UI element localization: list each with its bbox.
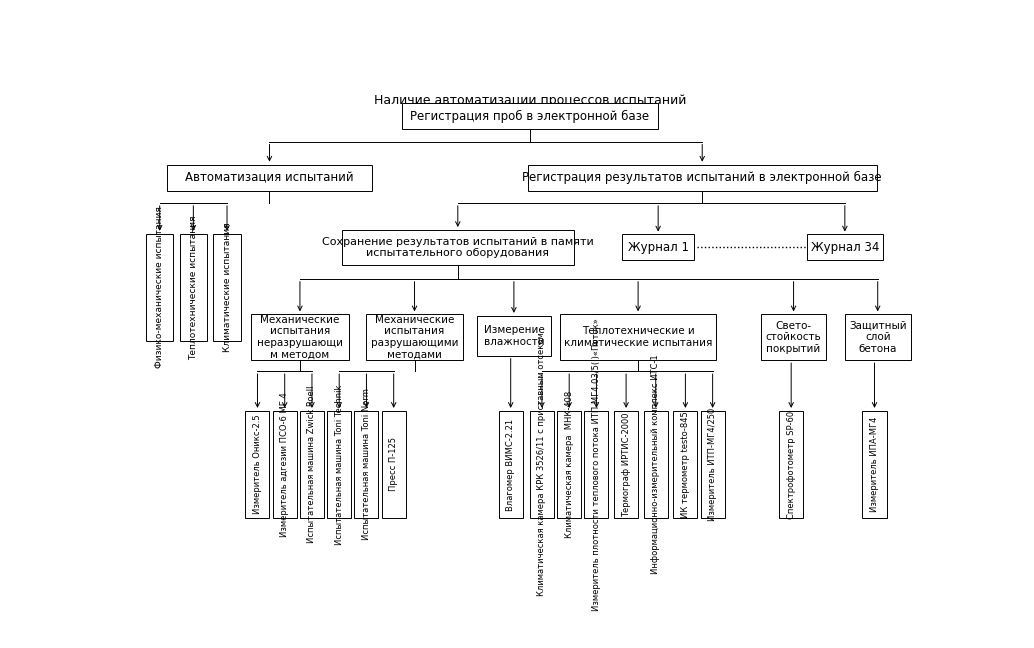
FancyBboxPatch shape <box>845 314 911 360</box>
Text: Климатическая камера  МНК-408: Климатическая камера МНК-408 <box>565 391 574 538</box>
Text: Журнал 34: Журнал 34 <box>811 241 879 254</box>
Text: Информационно-измерительный комплекс ИТС-1: Информационно-измерительный комплекс ИТС… <box>651 354 661 574</box>
FancyBboxPatch shape <box>761 314 826 360</box>
Text: Измеритель Оникс-2.5: Измеритель Оникс-2.5 <box>253 415 262 515</box>
Text: Пресс П-125: Пресс П-125 <box>389 437 398 491</box>
FancyBboxPatch shape <box>327 411 352 518</box>
FancyBboxPatch shape <box>557 411 581 518</box>
Text: Регистрация проб в электронной базе: Регистрация проб в электронной базе <box>410 110 649 122</box>
FancyBboxPatch shape <box>168 165 371 191</box>
Text: Климатические испытания: Климатические испытания <box>222 222 232 352</box>
FancyBboxPatch shape <box>644 411 668 518</box>
Text: Измеритель адгезии ПСО-6 МГ 4: Измеритель адгезии ПСО-6 МГ 4 <box>280 392 290 537</box>
Text: Наличие автоматизации процессов испытаний: Наличие автоматизации процессов испытани… <box>373 94 687 107</box>
Text: Спектрофотометр SP-60: Спектрофотометр SP-60 <box>787 410 796 518</box>
Text: Испытательная машина Zwick Roell: Испытательная машина Zwick Roell <box>307 386 316 543</box>
Text: Сохранение результатов испытаний в памяти
испытательного оборудования: Сохранение результатов испытаний в памят… <box>322 237 594 258</box>
FancyBboxPatch shape <box>477 316 551 356</box>
Text: Регистрация результатов испытаний в электронной базе: Регистрация результатов испытаний в элек… <box>522 171 882 184</box>
Text: Измеритель плотности теплового потока ИТП МГ4.03/5(I)«Поток»: Измеритель плотности теплового потока ИТ… <box>591 318 601 611</box>
Text: Физико-механические испытания: Физико-механические испытания <box>155 206 164 368</box>
FancyBboxPatch shape <box>560 314 717 360</box>
Text: Термограф ИРТИС-2000: Термограф ИРТИС-2000 <box>621 412 631 516</box>
FancyBboxPatch shape <box>366 314 463 360</box>
FancyBboxPatch shape <box>780 411 803 518</box>
FancyBboxPatch shape <box>584 411 608 518</box>
FancyBboxPatch shape <box>180 234 207 341</box>
Text: Влагомер ВИМС-2.21: Влагомер ВИМС-2.21 <box>507 419 515 511</box>
Text: Испытательная машина Toni Norm: Испытательная машина Toni Norm <box>362 389 371 540</box>
Text: Механические
испытания
разрушающими
методами: Механические испытания разрушающими мето… <box>371 315 458 360</box>
Text: Автоматизация испытаний: Автоматизация испытаний <box>185 171 354 184</box>
Text: Измерение
влажности: Измерение влажности <box>484 325 544 347</box>
FancyBboxPatch shape <box>273 411 297 518</box>
FancyBboxPatch shape <box>498 411 523 518</box>
FancyBboxPatch shape <box>529 411 554 518</box>
FancyBboxPatch shape <box>300 411 324 518</box>
FancyBboxPatch shape <box>528 165 877 191</box>
FancyBboxPatch shape <box>245 411 270 518</box>
FancyBboxPatch shape <box>355 411 378 518</box>
FancyBboxPatch shape <box>807 235 883 260</box>
FancyBboxPatch shape <box>146 234 174 341</box>
Text: Испытательная машина Toni Technik: Испытательная машина Toni Technik <box>335 384 343 544</box>
Text: Свето-
стойкость
покрытий: Свето- стойкость покрытий <box>766 321 821 354</box>
FancyBboxPatch shape <box>401 103 658 129</box>
Text: Теплотехнические и
климатические испытания: Теплотехнические и климатические испытан… <box>564 327 712 348</box>
FancyBboxPatch shape <box>213 234 241 341</box>
Text: Измеритель ИТП-МГ4/250: Измеритель ИТП-МГ4/250 <box>708 408 718 521</box>
FancyBboxPatch shape <box>382 411 405 518</box>
Text: Климатическая камера КРК 3526/11 с приставным отсеком: Климатическая камера КРК 3526/11 с прист… <box>538 332 546 596</box>
Text: Механические
испытания
неразрушающи
м методом: Механические испытания неразрушающи м ме… <box>256 315 343 360</box>
Text: Журнал 1: Журнал 1 <box>628 241 689 254</box>
FancyBboxPatch shape <box>673 411 697 518</box>
FancyBboxPatch shape <box>622 235 694 260</box>
Text: Защитный
слой
бетона: Защитный слой бетона <box>849 321 907 354</box>
FancyBboxPatch shape <box>341 230 574 265</box>
Text: ИК термометр testo-845: ИК термометр testo-845 <box>680 411 690 518</box>
FancyBboxPatch shape <box>251 314 348 360</box>
Text: Измеритель ИПА-МГ4: Измеритель ИПА-МГ4 <box>870 417 879 512</box>
Text: Теплотехнические испытания: Теплотехнические испытания <box>189 215 197 360</box>
FancyBboxPatch shape <box>614 411 638 518</box>
FancyBboxPatch shape <box>701 411 725 518</box>
FancyBboxPatch shape <box>862 411 886 518</box>
